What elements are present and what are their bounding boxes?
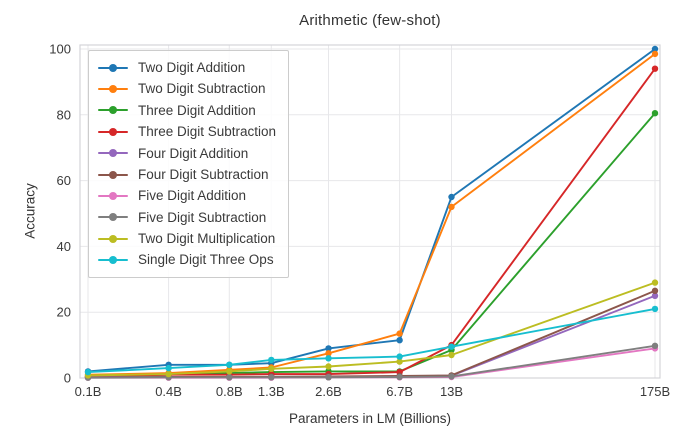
line-dot-marker-icon [98,149,128,158]
data-point [448,343,455,350]
x-tick-label: 6.7B [386,384,413,399]
data-point [651,279,659,286]
legend-item: Two Digit Subtraction [98,78,276,99]
legend-item-label: Five Digit Addition [138,188,247,204]
legend-item: Four Digit Subtraction [98,164,276,185]
line-dot-marker-icon [98,63,128,72]
y-tick-label: 0 [64,371,71,386]
data-point [448,351,455,359]
data-point [325,374,332,381]
x-tick-label: 1.3B [258,384,285,399]
legend-item: Three Digit Subtraction [98,121,276,142]
data-point [165,370,172,378]
x-tick-label: 2.6B [315,384,342,399]
series-lines [84,45,659,381]
data-point [651,292,659,299]
x-axis-label: Parameters in LM (Billions) [288,411,452,426]
y-axis-label: Accuracy [22,183,38,239]
data-point [396,330,403,337]
data-point [448,203,455,211]
data-point [268,356,275,364]
legend: Two Digit Addition Two Digit Subtraction… [88,50,290,278]
line-dot-marker-icon [98,234,128,243]
tick-labels: 0 20 40 60 80 100 0.1B 0.4B 0.8B 1.3B 2.6B 6.7B 13B 1… [49,42,670,400]
data-point [651,50,659,58]
line-dot-marker-icon [98,106,128,115]
data-point [226,374,233,381]
line-dot-marker-icon [98,127,128,136]
legend-item: Two Digit Multiplication [98,228,276,249]
legend-item: Three Digit Addition [98,100,276,121]
line-dot-marker-icon [98,192,128,201]
x-tick-label: 13B [440,384,463,399]
data-point [226,368,233,375]
x-tick-label: 0.4B [155,384,182,399]
data-point [396,353,403,360]
data-point [651,65,659,72]
line-dot-marker-icon [98,170,128,179]
data-point [651,45,659,53]
series-line [87,281,656,377]
legend-item-label: Two Digit Multiplication [138,231,276,247]
data-point [165,364,172,372]
legend-item: Four Digit Addition [98,143,276,164]
legend-item-label: Two Digit Subtraction [138,81,266,97]
legend-item-label: Five Digit Subtraction [138,209,267,225]
y-tick-label: 20 [57,305,71,320]
line-dot-marker-icon [98,256,128,265]
data-point [396,337,403,344]
y-tick-label: 40 [57,239,71,254]
series-line [87,48,656,373]
series-line [87,307,656,374]
data-point [651,342,659,349]
gridlines [80,45,660,379]
data-point [268,365,275,372]
y-tick-label: 60 [57,173,71,188]
legend-item-label: Three Digit Subtraction [138,124,277,140]
series-line [87,68,656,378]
x-tick-label: 0.1B [75,384,102,399]
data-point [448,193,455,201]
legend-item: Five Digit Subtraction [98,207,276,228]
y-tick-label: 80 [57,107,71,122]
data-point [325,355,332,362]
legend-item: Single Digit Three Ops [98,250,276,271]
legend-item: Five Digit Addition [98,185,276,206]
legend-item-label: Two Digit Addition [138,59,246,75]
data-point [325,345,332,352]
data-point [325,363,332,370]
line-dot-marker-icon [98,213,128,222]
x-tick-label: 175B [640,384,670,399]
line-dot-marker-icon [98,85,128,94]
legend-item: Two Digit Addition [98,57,276,78]
legend-item-label: Four Digit Subtraction [138,166,269,182]
data-point [651,110,659,117]
legend-item-label: Four Digit Addition [138,145,249,161]
series-line [87,344,656,379]
data-point [84,368,92,376]
x-tick-label: 0.8B [216,384,243,399]
data-point [396,373,403,381]
data-point [651,287,659,294]
data-point [226,361,233,368]
data-point [396,358,403,365]
data-point [268,374,275,381]
data-point [325,350,332,357]
chart-title: Arithmetic (few-shot) [299,12,441,29]
series-line [87,53,656,376]
y-tick-label: 100 [49,42,71,57]
legend-item-label: Single Digit Three Ops [138,252,274,268]
legend-item-label: Three Digit Addition [138,102,256,118]
data-point [448,373,455,380]
data-point [651,305,659,313]
